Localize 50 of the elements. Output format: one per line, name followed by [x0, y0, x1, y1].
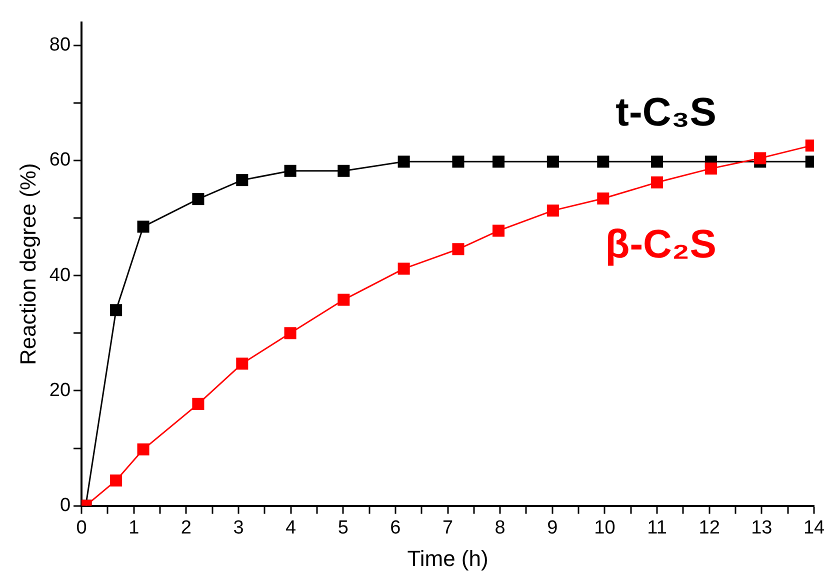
x-tick-label: 6 [390, 517, 401, 538]
point [338, 294, 350, 306]
point [137, 443, 150, 456]
point [192, 193, 204, 206]
point [398, 262, 410, 275]
x-tick-label: 12 [698, 517, 720, 538]
series-label: β-C₂S [605, 222, 716, 267]
point [546, 204, 559, 217]
x-tick-label: 14 [803, 517, 825, 538]
x-tick-label: 2 [180, 517, 192, 538]
point [338, 164, 350, 177]
x-tick-label: 9 [547, 517, 558, 538]
y-tick-label: 60 [49, 150, 71, 171]
point [452, 156, 464, 168]
x-tick-label: 11 [647, 517, 667, 538]
x-tick-label: 7 [442, 517, 454, 538]
point [492, 224, 505, 237]
y-tick-label: 80 [49, 34, 71, 56]
point [192, 398, 204, 410]
point [651, 176, 664, 188]
point [137, 220, 150, 233]
y-tick-label: 20 [49, 380, 71, 401]
x-axis-title: Time (h) [407, 546, 488, 571]
y-tick-label: 40 [49, 264, 71, 286]
point [651, 156, 664, 168]
point [284, 327, 296, 340]
point [597, 156, 610, 168]
x-tick-label: 1 [128, 517, 140, 538]
y-axis-title: Reaction degree (%) [15, 163, 40, 365]
point [452, 243, 464, 256]
x-tick-label: 4 [286, 517, 297, 538]
point [236, 174, 248, 186]
point [492, 156, 505, 168]
series-label: t-C₃S [616, 90, 716, 135]
point [110, 474, 122, 486]
point [704, 162, 717, 175]
x-tick-label: 8 [494, 517, 506, 538]
point [236, 358, 248, 370]
x-tick-label: 13 [751, 517, 772, 538]
x-tick-label: 5 [338, 517, 348, 538]
point [754, 152, 766, 164]
x-tick-label: 0 [76, 517, 87, 538]
x-tick-label: 10 [594, 517, 616, 538]
point [398, 156, 410, 168]
y-tick-label: 0 [60, 495, 71, 516]
point [110, 304, 122, 316]
x-tick-label: 3 [233, 517, 244, 538]
point [546, 156, 559, 168]
point [597, 192, 610, 205]
point [284, 164, 296, 177]
